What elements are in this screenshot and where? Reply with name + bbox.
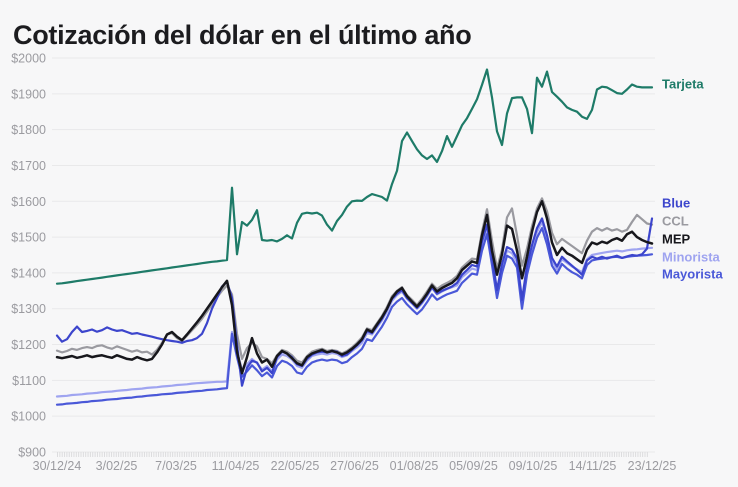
x-axis-tick-label: 7/03/25 (155, 459, 197, 473)
series-line-ccl (55, 197, 654, 365)
y-axis-tick-label: $1800 (11, 123, 46, 137)
y-axis-tick-label: $1300 (11, 302, 46, 316)
x-axis-tick-label: 22/05/25 (271, 459, 320, 473)
series-line-tarjeta (55, 68, 654, 285)
y-axis-tick-label: $1900 (11, 87, 46, 101)
page-title: Cotización del dólar en el último año (13, 20, 472, 51)
x-axis-tick-label: 01/08/25 (390, 459, 439, 473)
y-axis-tick-label: $1000 (11, 410, 46, 424)
legend-label-ccl: CCL (662, 214, 689, 229)
x-axis-tick-label: 3/02/25 (96, 459, 138, 473)
y-axis-tick-label: $2000 (11, 52, 46, 66)
y-axis-tick-label: $1600 (11, 195, 46, 209)
y-axis-tick-label: $900 (18, 446, 46, 460)
legend-label-mayorista: Mayorista (662, 267, 723, 282)
x-axis-tick-label: 14/11/25 (569, 459, 617, 473)
legend-label-minorista: Minorista (662, 250, 721, 265)
x-axis-tick-label: 23/12/25 (628, 459, 677, 473)
series-line-minorista (55, 220, 654, 398)
x-axis-tick-label: 09/10/25 (509, 459, 558, 473)
legend-label-mep: MEP (662, 232, 691, 247)
y-axis-tick-label: $1200 (11, 338, 46, 352)
x-axis-tick-label: 11/04/25 (212, 459, 260, 473)
legend-label-blue: Blue (662, 196, 690, 211)
y-axis-tick-label: $1100 (12, 374, 46, 388)
y-axis-tick-label: $1500 (11, 231, 46, 245)
x-axis-tick-label: 27/06/25 (330, 459, 379, 473)
x-axis-tick-label: 30/12/24 (33, 459, 82, 473)
y-axis-tick-label: $1400 (11, 266, 46, 280)
x-axis-tick-label: 05/09/25 (449, 459, 498, 473)
series-line-mep (55, 200, 654, 375)
series-line-mayorista (55, 227, 654, 406)
y-axis-tick-label: $1700 (11, 159, 46, 173)
legend-label-tarjeta: Tarjeta (662, 77, 704, 92)
